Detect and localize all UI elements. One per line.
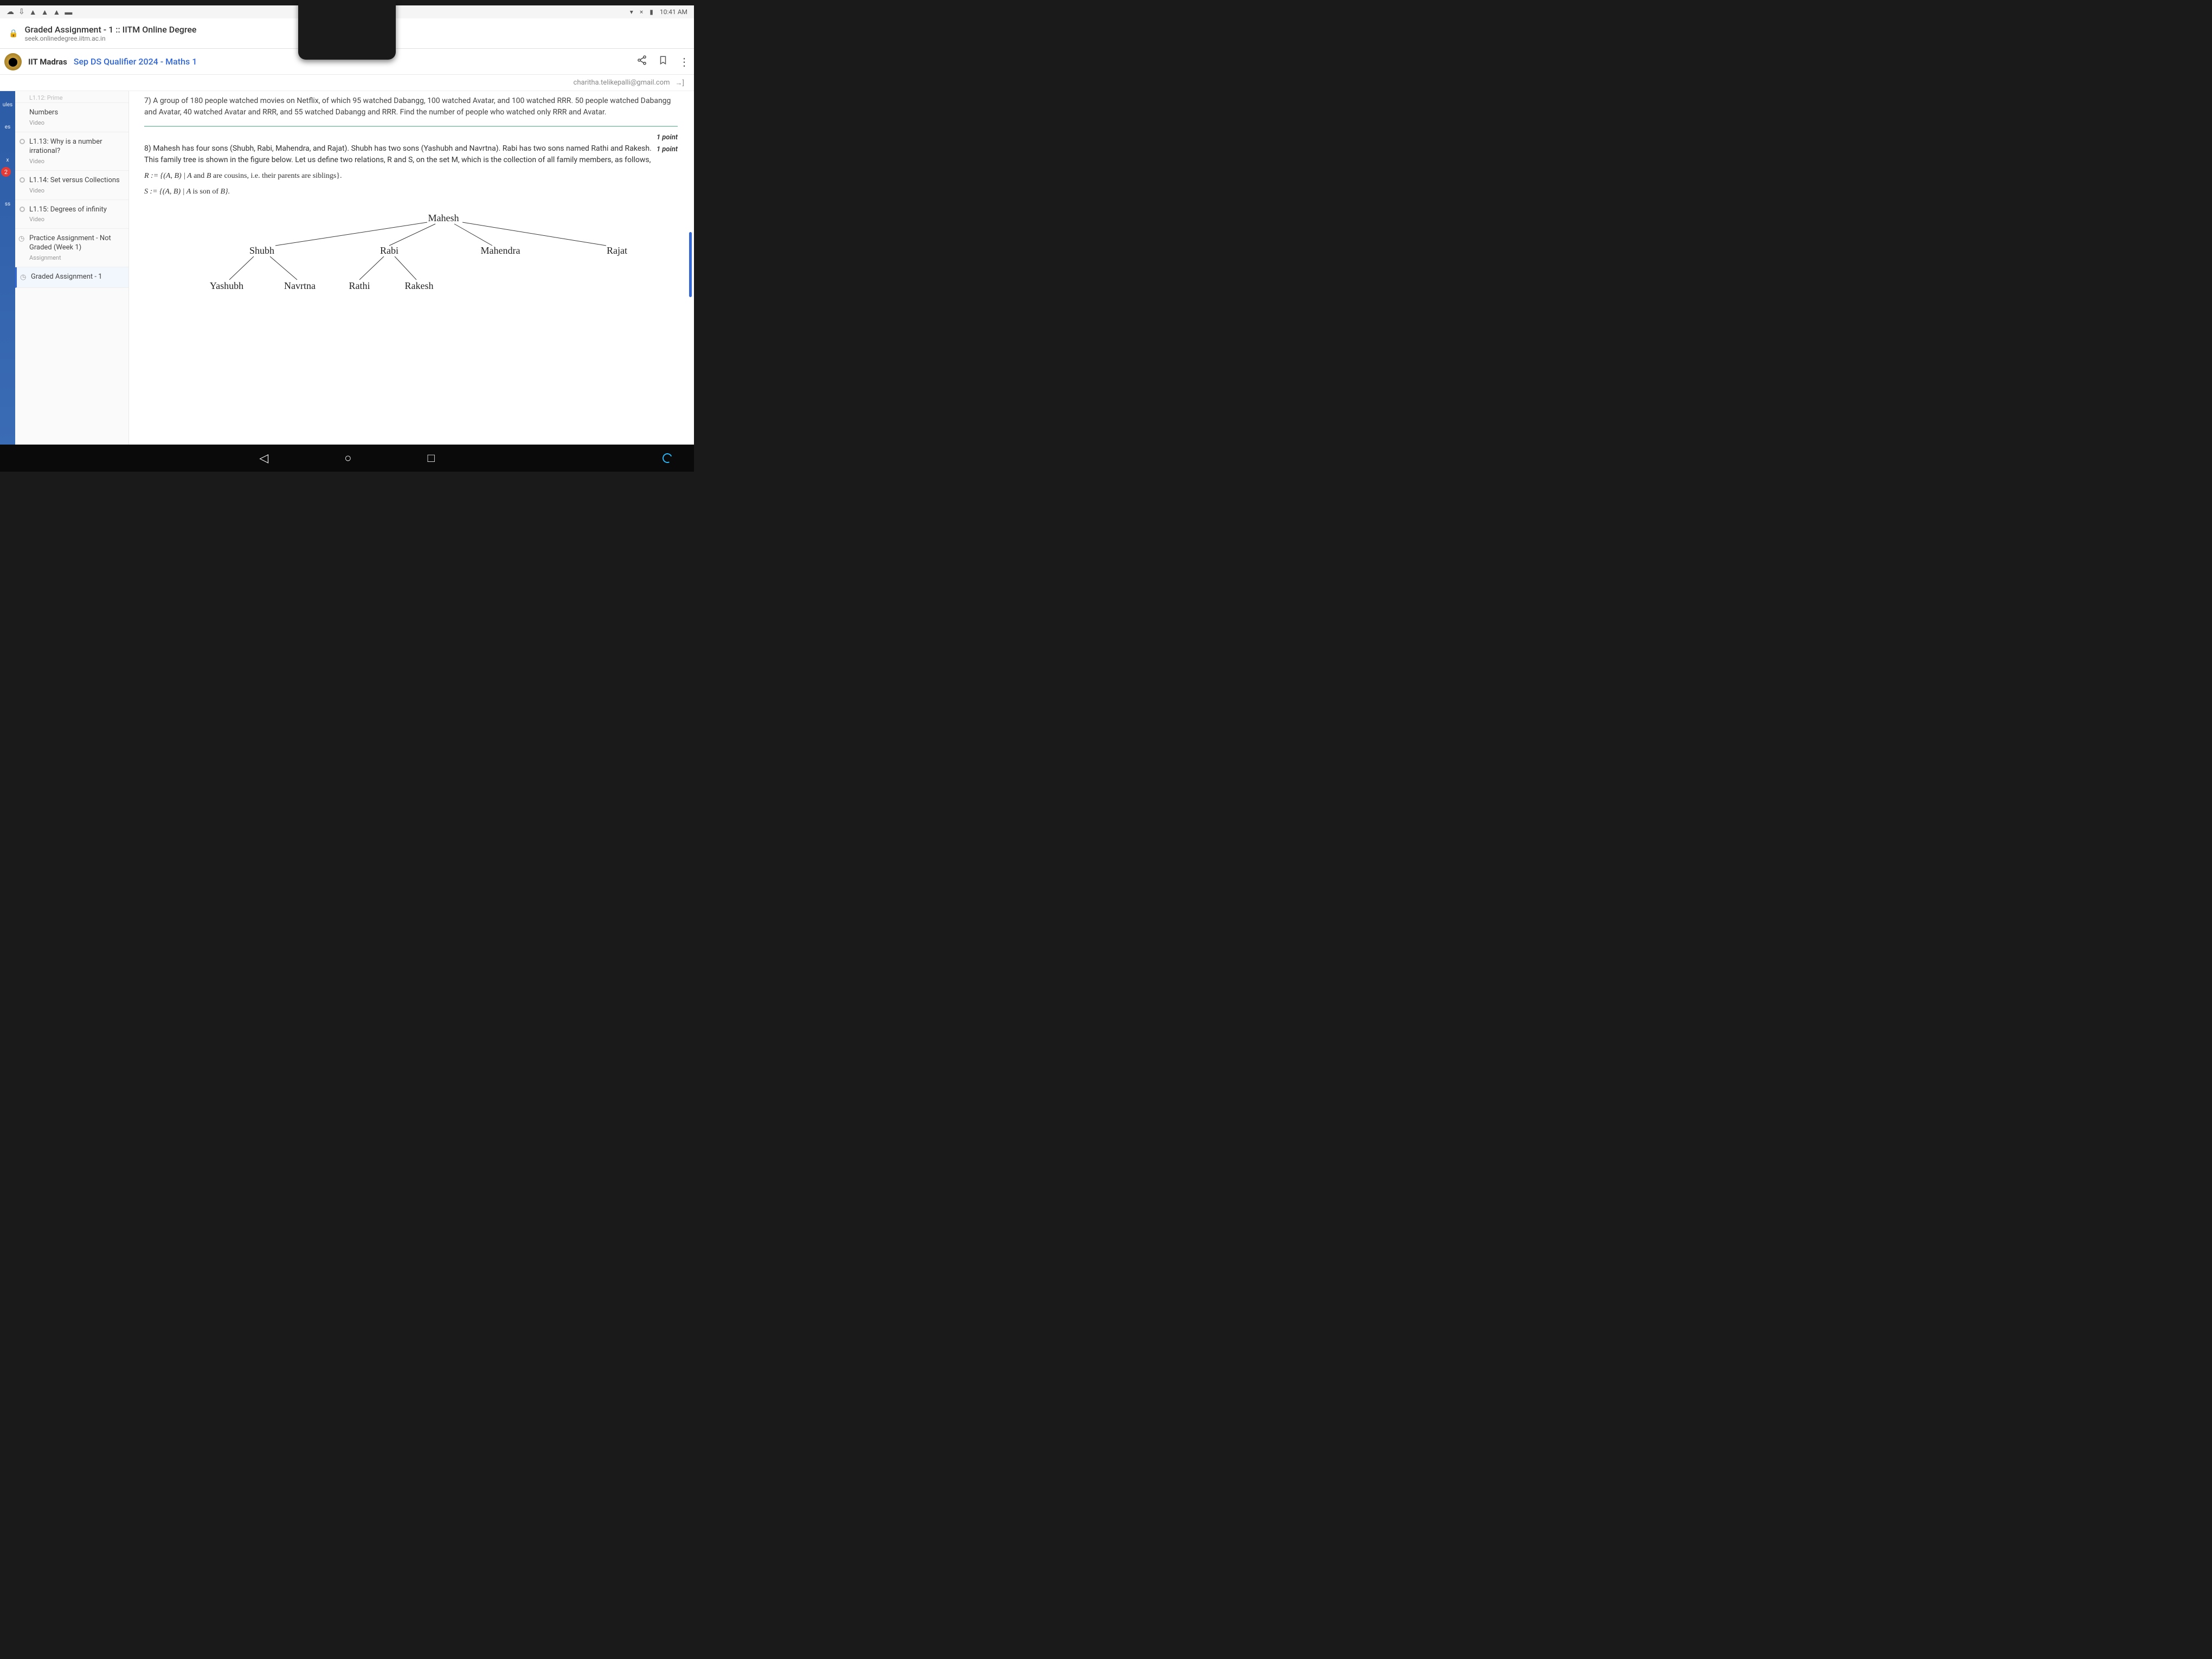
iitm-logo-icon[interactable]: ⬤	[4, 53, 22, 70]
course-title[interactable]: Sep DS Qualifier 2024 - Maths 1	[74, 56, 197, 67]
sidebar-item-irrational[interactable]: L1.13: Why is a number irrational? Video	[15, 132, 128, 171]
clock-icon: ◷	[18, 235, 24, 243]
question-8-text: 8) Mahesh has four sons (Shubh, Rabi, Ma…	[144, 144, 652, 164]
brand-label: IIT Madras	[28, 57, 67, 67]
sidebar-item-sub: Video	[29, 119, 121, 126]
sidebar-item-set-vs-collections[interactable]: L1.14: Set versus Collections Video	[15, 171, 128, 200]
camera-notch	[298, 0, 396, 60]
bullet-icon	[20, 177, 25, 183]
wifi-icon: ▾	[630, 8, 633, 16]
relation-s-def: S := {(A, B) | A is son of B}.	[144, 186, 678, 197]
tree-node-yashubh: Yashubh	[210, 280, 243, 291]
tree-node-rajat: Rajat	[607, 245, 627, 256]
sidebar-item-graded-assignment[interactable]: ◷ Graded Assignment - 1	[15, 267, 128, 288]
sidebar-item-label: Numbers	[29, 108, 121, 118]
rail-item[interactable]: ules	[3, 102, 12, 108]
recent-icon[interactable]: □	[427, 451, 434, 465]
warning-icon: ▲	[41, 8, 49, 17]
sidebar-item[interactable]: L1.12: Prime	[15, 93, 128, 103]
warning-icon: ▲	[53, 8, 60, 17]
lesson-sidebar[interactable]: L1.12: Prime Numbers Video L1.13: Why is…	[15, 91, 129, 445]
tree-node-mahesh: Mahesh	[428, 213, 459, 223]
sidebar-item-sub: Video	[29, 216, 121, 223]
sidebar-item-label: L1.14: Set versus Collections	[29, 176, 121, 185]
user-row: charitha.telikepalli@gmail.com →]	[0, 75, 694, 91]
android-nav-bar: ◁ ○ □	[0, 445, 694, 472]
logout-icon[interactable]: →]	[676, 79, 684, 87]
home-icon[interactable]: ○	[344, 451, 351, 465]
question-8: 1 point 8) Mahesh has four sons (Shubh, …	[144, 143, 678, 312]
question-7-text: 7) A group of 180 people watched movies …	[144, 95, 678, 118]
sidebar-item-sub: Video	[29, 187, 121, 194]
question-content: 7) A group of 180 people watched movies …	[129, 91, 694, 445]
tree-node-mahendra: Mahendra	[481, 245, 520, 256]
family-tree-diagram: Mahesh Shubh Rabi Mahendra Rajat Yas	[144, 210, 678, 312]
sidebar-item-degrees-infinity[interactable]: L1.15: Degrees of infinity Video	[15, 200, 128, 229]
clock-icon: ◷	[20, 273, 26, 281]
clock-text: 10:41 AM	[660, 8, 687, 16]
tree-node-rathi: Rathi	[349, 280, 370, 291]
sd-icon: ▬	[65, 8, 72, 17]
sidebar-item-label: Graded Assignment - 1	[31, 273, 121, 282]
user-email: charitha.telikepalli@gmail.com	[574, 79, 670, 87]
sidebar-item-practice-assignment[interactable]: ◷ Practice Assignment - Not Graded (Week…	[15, 229, 128, 267]
relation-r-def: R := {(A, B) | A and B are cousins, i.e.…	[144, 170, 678, 182]
sidebar-item-numbers[interactable]: Numbers Video	[15, 103, 128, 132]
bullet-icon	[20, 139, 25, 144]
sidebar-item-label: Practice Assignment - Not Graded (Week 1…	[29, 234, 121, 253]
bullet-icon	[20, 207, 25, 212]
assistant-icon[interactable]	[661, 452, 673, 464]
divider	[144, 126, 678, 127]
notification-badge: 2	[1, 167, 11, 177]
tree-node-rabi: Rabi	[380, 245, 398, 256]
tree-node-shubh: Shubh	[249, 245, 274, 256]
tree-node-rakesh: Rakesh	[405, 280, 434, 291]
sidebar-item-label: L1.12: Prime	[29, 94, 63, 101]
battery-icon: ▮	[650, 8, 653, 16]
sidebar-item-sub: Assignment	[29, 254, 121, 261]
share-icon[interactable]	[636, 55, 647, 68]
rail-item[interactable]: ss	[5, 201, 10, 207]
bookmark-icon[interactable]	[658, 55, 668, 68]
sidebar-item-sub: Video	[29, 158, 121, 165]
lock-icon: 🔒	[9, 29, 18, 38]
points-label: 1 point	[657, 132, 678, 143]
screen: ☁ ⇩ ▲ ▲ ▲ ▬ ▾ × ▮ 10:41 AM 🔒 Graded Assi…	[0, 5, 694, 445]
close-x-icon: ×	[640, 8, 643, 16]
back-icon[interactable]: ◁	[259, 452, 268, 465]
points-label: 1 point	[657, 144, 678, 155]
scrollbar-thumb[interactable]	[689, 232, 692, 297]
sidebar-item-label: L1.13: Why is a number irrational?	[29, 138, 121, 156]
left-rail[interactable]: ules es 2 x ss	[0, 91, 15, 445]
rail-item[interactable]: es	[5, 124, 10, 130]
more-icon[interactable]: ⋮	[679, 55, 690, 68]
cloud-icon: ☁	[7, 8, 14, 16]
download-icon: ⇩	[18, 8, 25, 16]
rail-item[interactable]: x	[7, 157, 9, 163]
sidebar-item-label: L1.15: Degrees of infinity	[29, 205, 121, 215]
tree-node-navrtna: Navrtna	[284, 280, 316, 291]
warning-icon: ▲	[29, 8, 37, 17]
